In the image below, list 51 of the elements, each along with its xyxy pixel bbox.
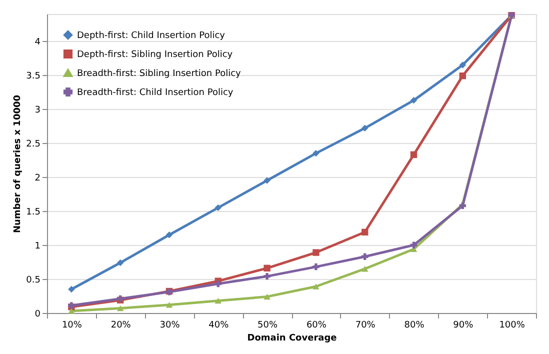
x-tick-label: 10%: [62, 320, 82, 330]
point: [312, 263, 320, 270]
point: [68, 308, 75, 314]
x-axis-title: Domain Coverage: [247, 334, 337, 344]
x-tick-label: 70%: [355, 320, 376, 330]
y-tick-label: 1: [34, 242, 40, 252]
point: [116, 259, 124, 266]
point: [312, 249, 320, 256]
point: [214, 298, 222, 304]
point: [410, 96, 418, 104]
legend-label: Breadth-first: Child Insertion Policy: [77, 88, 234, 98]
point: [459, 62, 466, 68]
point: [312, 150, 320, 157]
point: [264, 177, 270, 184]
point: [166, 302, 173, 308]
point: [214, 280, 222, 288]
y-tick-label: 0: [34, 310, 41, 320]
point: [410, 242, 418, 248]
point: [264, 264, 270, 272]
y-tick-label: 2: [34, 174, 40, 184]
y-tick-label: 2.5: [26, 140, 40, 150]
x-tick-label: 30%: [160, 320, 180, 330]
point: [214, 204, 222, 212]
point: [166, 232, 173, 238]
y-tick-label: 0.5: [26, 276, 40, 286]
point: [116, 305, 124, 312]
y-tick-label: 3.5: [26, 72, 40, 82]
y-tick-label: 3: [34, 106, 40, 116]
x-tick-label: 20%: [110, 320, 132, 330]
point: [68, 286, 75, 293]
y-tick-label: 4: [34, 38, 41, 48]
point: [361, 228, 368, 236]
x-tick-label: 60%: [306, 320, 327, 330]
legend-label: Depth-first: Sibling Insertion Policy: [77, 50, 234, 60]
point: [361, 124, 368, 132]
x-tick-label: 40%: [208, 320, 230, 330]
x-tick-label: 90%: [453, 320, 474, 330]
point: [361, 253, 368, 260]
point: [361, 266, 368, 272]
y-axis-title: Number of queries x 10000: [13, 95, 24, 233]
legend-label: Breadth-first: Sibling Insertion Policy: [77, 69, 242, 79]
point: [312, 284, 320, 290]
x-tick-label: 50%: [258, 320, 278, 330]
point: [459, 72, 466, 80]
x-tick-label: 80%: [404, 320, 425, 330]
legend-label: Depth-first: Child Insertion Policy: [77, 31, 226, 41]
y-tick-label: 1.5: [26, 208, 40, 218]
point: [264, 272, 270, 280]
point: [410, 151, 418, 158]
point: [264, 294, 270, 300]
x-tick-label: 100%: [499, 320, 526, 330]
